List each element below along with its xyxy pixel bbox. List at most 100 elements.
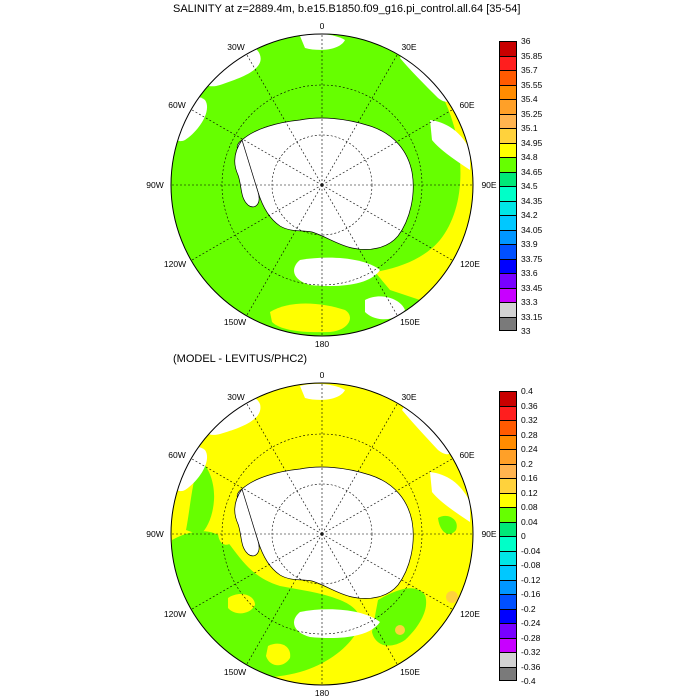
top-lon-30w-label: 30W [227,42,245,52]
cb-top-tick-13: 34.05 [521,224,543,235]
cb-top-tick-5: 35.25 [521,108,543,119]
cb-top-tick-19: 33.15 [521,311,543,322]
cb-top-tick-9: 34.65 [521,166,543,177]
difference-colorbar-swatch-16 [499,623,517,638]
cb-top-tick-8: 34.8 [521,152,538,162]
salinity-colorbar-swatch-8 [499,157,517,172]
cb-top-tick-17: 33.45 [521,282,543,293]
difference-yellow-blob-2 [218,529,234,545]
difference-colorbar-swatch-12 [499,565,517,580]
cb-bot-tick-14: -0.16 [521,589,541,599]
cb-bot-tick-18: -0.32 [521,647,541,657]
cb-bot-tick-4: 0.24 [521,444,538,454]
cb-top-tick-16: 33.6 [521,268,538,278]
salinity-colorbar-swatch-2 [499,70,517,85]
cb-bot-tick-3: 0.28 [521,429,538,440]
top-lon-30e-label: 30E [401,42,417,52]
cb-bot-tick-6: 0.16 [521,473,538,483]
salinity-colorbar-swatch-6 [499,128,517,143]
bottom-lon-120e-label: 120E [460,609,480,619]
cb-top-tick-6: 35.1 [521,123,538,133]
cb-top-tick-2: 35.7 [521,65,538,75]
difference-colorbar-swatch-11 [499,550,517,565]
cb-bot-tick-20: -0.4 [521,676,536,686]
top-lon-180-label: 180 [314,339,330,349]
difference-colorbar-swatch-5 [499,463,517,478]
difference-colorbar-swatch-13 [499,579,517,594]
difference-nodata-top [300,383,345,400]
difference-green-region-west [186,460,215,535]
difference-panel-title: (MODEL - LEVITUS/PHC2) [173,353,308,365]
cb-top-tick-4: 35.4 [521,94,538,104]
cb-bot-tick-7: 0.12 [521,487,538,498]
salinity-colorbar-swatch-5 [499,113,517,128]
bottom-lon-30w-label: 30W [227,392,245,402]
difference-meridians [171,383,473,685]
salinity-colorbar-swatch-11 [499,200,517,215]
difference-colorbar-swatch-7 [499,492,517,507]
difference-colorbar-swatch-14 [499,594,517,609]
cb-top-tick-11: 34.35 [521,195,543,206]
salinity-colorbar-swatch-12 [499,215,517,230]
difference-colorbar-swatch-1 [499,405,517,420]
difference-colorbar-swatch-2 [499,420,517,435]
cb-bot-tick-9: 0.04 [521,516,538,527]
difference-yellow-blob-1 [228,594,255,614]
top-lon-120w-label: 120W [163,259,187,269]
cb-bot-tick-12: -0.08 [521,560,541,570]
cb-bot-tick-8: 0.08 [521,502,538,512]
salinity-colorbar-swatch-1 [499,55,517,70]
cb-bot-tick-16: -0.24 [521,618,541,628]
salinity-colorbar-swatch-14 [499,244,517,259]
salinity-colorbar-swatch-10 [499,186,517,201]
bottom-lon-90e-label: 90E [481,529,497,539]
difference-nodata-east [430,472,470,522]
salinity-colorbar-swatch-15 [499,258,517,273]
salinity-map [170,33,474,337]
salinity-nodata-southeast [365,296,405,320]
cb-top-tick-1: 35.85 [521,50,543,61]
cb-bot-tick-13: -0.12 [521,574,541,585]
salinity-colorbar-swatch-13 [499,229,517,244]
cb-bot-tick-19: -0.36 [521,661,541,672]
salinity-panel-title: SALINITY at z=2889.4m, b.e15.B1850.f09_g… [173,3,521,15]
cb-top-tick-20: 33 [521,326,531,336]
salinity-antarctic-peninsula [234,139,260,208]
salinity-colorbar-swatch-18 [499,302,517,317]
bottom-lon-60w-label: 60W [168,450,186,460]
difference-colorbar-swatch-9 [499,521,517,536]
top-lon-150e-label: 150E [400,317,420,327]
salinity-map-border [170,33,474,337]
bottom-lon-0-label: 0 [319,370,325,380]
salinity-nodata-south [294,257,380,287]
cb-top-tick-10: 34.5 [521,181,538,191]
salinity-colorbar-swatch-0 [499,41,517,56]
top-lon-0-label: 0 [319,21,325,31]
bottom-lon-30e-label: 30E [401,392,417,402]
cb-bot-tick-1: 0.36 [521,400,538,411]
difference-colorbar-swatch-0 [499,391,517,406]
cb-bot-tick-17: -0.28 [521,632,541,643]
salinity-nodata-east [430,120,470,170]
top-lon-120e-label: 120E [460,259,480,269]
top-lon-150w-label: 150W [223,317,247,327]
cb-top-tick-18: 33.3 [521,297,538,307]
cb-bot-tick-15: -0.2 [521,603,536,614]
difference-colorbar-swatch-4 [499,449,517,464]
cb-top-tick-14: 33.9 [521,239,538,249]
top-lon-60e-label: 60E [459,100,475,110]
cb-bot-tick-0: 0.4 [521,386,533,396]
cb-bot-tick-10: 0 [521,531,526,541]
salinity-nodata-top [300,34,345,50]
difference-colorbar-swatch-6 [499,478,517,493]
cb-top-tick-7: 34.95 [521,137,543,148]
salinity-yellow-region-south [270,303,350,333]
cb-top-tick-12: 34.2 [521,210,538,220]
top-lon-90w-label: 90W [146,180,164,190]
bottom-lon-150e-label: 150E [400,667,420,677]
salinity-colorbar-swatch-16 [499,273,517,288]
bottom-lon-150w-label: 150W [223,667,247,677]
top-lon-60w-label: 60W [168,100,186,110]
difference-map [170,382,474,686]
cb-bot-tick-5: 0.2 [521,458,533,469]
